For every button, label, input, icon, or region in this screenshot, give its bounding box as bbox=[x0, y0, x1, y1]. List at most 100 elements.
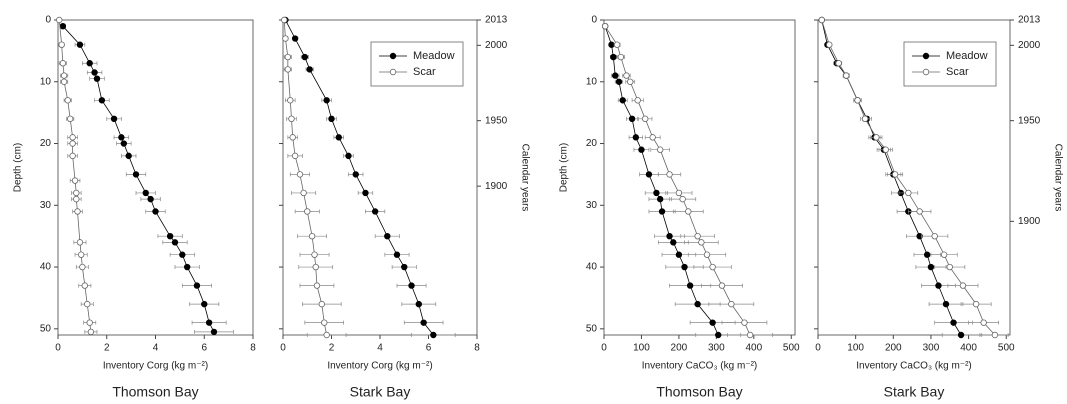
x-tick-label: 8 bbox=[474, 343, 480, 354]
data-point bbox=[147, 195, 154, 203]
data-point bbox=[715, 331, 722, 339]
y-tick-label: 50 bbox=[40, 323, 52, 334]
data-point bbox=[304, 208, 311, 215]
data-point bbox=[313, 282, 321, 289]
data-point bbox=[86, 60, 93, 67]
y-tick-label: 10 bbox=[586, 76, 598, 87]
data-point bbox=[923, 251, 931, 258]
x-axis-label: Inventory CaCO₃ (kg m⁻²) bbox=[642, 361, 757, 372]
data-point bbox=[703, 251, 711, 258]
data-point bbox=[371, 208, 379, 215]
legend-label: Scar bbox=[946, 66, 969, 78]
data-point bbox=[835, 60, 842, 67]
data-point bbox=[79, 263, 86, 271]
data-point bbox=[289, 134, 296, 141]
panel-title: Stark Bay bbox=[350, 384, 411, 400]
x-tick-label: 500 bbox=[998, 343, 1015, 354]
plot-frame bbox=[817, 19, 1011, 336]
data-point bbox=[86, 319, 93, 326]
legend-box bbox=[903, 41, 997, 87]
y-tick-label: 40 bbox=[40, 262, 52, 273]
data-point bbox=[205, 319, 213, 326]
data-point bbox=[73, 195, 80, 203]
data-point bbox=[991, 331, 999, 339]
data-point bbox=[288, 115, 295, 123]
data-point bbox=[698, 239, 705, 246]
data-point bbox=[183, 263, 191, 271]
series-line bbox=[62, 25, 215, 333]
data-point bbox=[686, 282, 694, 289]
data-point bbox=[612, 72, 619, 79]
data-point bbox=[76, 239, 84, 246]
data-point bbox=[312, 263, 319, 271]
data-point bbox=[641, 115, 649, 123]
x-tick-label: 8 bbox=[250, 343, 256, 354]
x-tick-label: 300 bbox=[923, 343, 940, 354]
data-point bbox=[927, 263, 935, 271]
data-point bbox=[328, 115, 335, 123]
x-axis-label: Inventory CaCO₃ (kg m⁻²) bbox=[856, 361, 971, 372]
y-tick-label: 0 bbox=[591, 15, 597, 26]
data-point bbox=[666, 232, 673, 240]
legend-box bbox=[370, 41, 464, 87]
data-point bbox=[284, 53, 292, 61]
data-point bbox=[854, 97, 861, 104]
data-point bbox=[940, 251, 948, 258]
data-point bbox=[311, 251, 318, 258]
data-point bbox=[362, 189, 369, 197]
data-point bbox=[142, 189, 149, 197]
data-point bbox=[634, 97, 641, 104]
data-point bbox=[675, 251, 683, 258]
data-point bbox=[623, 72, 630, 79]
y-tick-label: 30 bbox=[586, 200, 598, 211]
x-tick-label: 300 bbox=[708, 343, 725, 354]
data-point bbox=[69, 134, 76, 141]
data-point bbox=[632, 134, 640, 141]
data-point bbox=[69, 152, 76, 160]
data-point bbox=[301, 53, 309, 61]
data-point bbox=[308, 232, 316, 240]
x-tick-label: 500 bbox=[783, 343, 800, 354]
data-point bbox=[132, 171, 140, 178]
data-point bbox=[59, 60, 67, 67]
data-point bbox=[935, 282, 942, 289]
data-point bbox=[318, 300, 325, 308]
data-point bbox=[291, 35, 299, 42]
data-point bbox=[675, 189, 683, 197]
data-point bbox=[980, 319, 987, 326]
legend-marker bbox=[389, 52, 397, 60]
data-point bbox=[345, 152, 352, 160]
data-point bbox=[709, 319, 716, 326]
y2-axis-label: Calendar years bbox=[519, 144, 530, 212]
data-point bbox=[826, 41, 833, 48]
x-tick-label: 4 bbox=[377, 343, 383, 354]
data-point bbox=[670, 239, 677, 246]
y2-tick-label: 1950 bbox=[1018, 115, 1041, 126]
data-point bbox=[420, 319, 427, 326]
data-point bbox=[210, 328, 218, 336]
data-point bbox=[323, 331, 330, 339]
y-tick-label: 10 bbox=[40, 76, 52, 87]
data-point bbox=[152, 208, 159, 215]
data-point bbox=[84, 300, 91, 308]
data-point bbox=[166, 232, 174, 240]
data-point bbox=[694, 300, 701, 308]
x-tick-label: 0 bbox=[601, 343, 607, 354]
x-tick-label: 2 bbox=[104, 343, 110, 354]
x-tick-label: 4 bbox=[153, 343, 159, 354]
x-tick-label: 400 bbox=[745, 343, 762, 354]
data-point bbox=[957, 331, 965, 339]
data-point bbox=[93, 75, 101, 82]
y-axis-label: Depth (cm) bbox=[559, 143, 570, 192]
x-tick-label: 6 bbox=[201, 343, 207, 354]
data-point bbox=[619, 97, 626, 104]
data-point bbox=[891, 171, 899, 178]
data-point bbox=[617, 53, 625, 61]
y2-axis-label: Calendar years bbox=[1052, 144, 1063, 212]
legend-marker bbox=[922, 52, 930, 60]
data-point bbox=[69, 140, 76, 147]
panel-title: Thomson Bay bbox=[112, 384, 198, 400]
data-point bbox=[74, 208, 81, 215]
x-tick-label: 200 bbox=[671, 343, 688, 354]
data-point bbox=[56, 16, 63, 24]
